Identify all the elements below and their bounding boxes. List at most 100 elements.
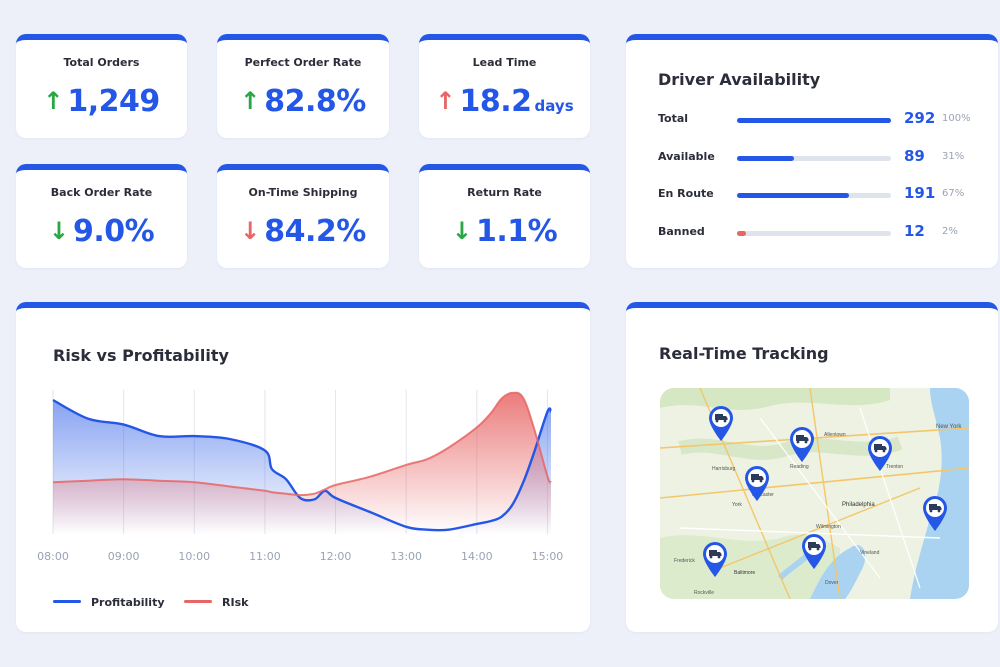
series-line-risk[interactable] [52,391,552,497]
x-tick-label: 14:00 [461,550,493,563]
kpi-card-total-orders: Total Orders ↑ 1,249 [16,34,187,138]
driver-row-value: 89 [904,147,925,165]
map-label: Reading [790,464,809,470]
tracking-map[interactable]: Allentown New York Harrisburg Reading Tr… [660,388,969,599]
risk-profitability-chart: 08:00 09:00 10:00 11:00 12:00 13:00 14:00 15:00 [37,390,564,563]
driver-progress-track [737,231,891,236]
driver-progress-fill [737,193,850,198]
map-label: Trenton [886,464,903,470]
arrow-up-icon: ↑ [435,87,456,115]
x-tick-label: 15:00 [532,550,564,563]
kpi-value-row: ↑ 18.2 days [419,84,590,119]
kpi-value-row: ↑ 82.8% [217,84,389,119]
arrow-down-icon: ↓ [240,217,261,245]
kpi-title: Return Rate [467,186,542,199]
legend-swatch-risk [184,600,212,603]
kpi-value-row: ↓ 84.2% [217,214,389,249]
truck-pin-icon[interactable] [866,434,894,472]
kpi-card-lead-time: Lead Time ↑ 18.2 days [419,34,590,138]
legend-swatch-profitability [53,600,81,603]
map-label: Vineland [860,550,880,556]
map-label: Frederick [674,558,695,564]
driver-availability-title: Driver Availability [658,70,821,89]
map-label: Lancaster [752,492,774,498]
driver-row-value: 12 [904,222,925,240]
truck-pin-icon[interactable] [707,404,735,442]
tracking-card: Real-Time Tracking Allentown New York Ha… [626,302,998,632]
series-line-profitability[interactable] [52,399,553,532]
kpi-card-on-time-shipping: On-Time Shipping ↓ 84.2% [217,164,389,268]
map-label: Allentown [824,432,846,438]
kpi-title: On-Time Shipping [248,186,358,199]
driver-availability-card: Driver Availability Total 292 100% Avail… [626,34,998,268]
kpi-value: 1,249 [67,84,160,119]
kpi-value-row: ↓ 1.1% [419,214,590,249]
x-tick-label: 09:00 [108,550,140,563]
x-tick-label: 08:00 [37,550,69,563]
arrow-down-icon: ↓ [48,217,69,245]
kpi-card-perfect-order-rate: Perfect Order Rate ↑ 82.8% [217,34,389,138]
kpi-title: Total Orders [63,56,140,69]
driver-row-label: Total [658,112,689,125]
map-label: Harrisburg [712,466,736,472]
truck-pin-icon[interactable] [701,540,729,578]
driver-progress-fill [737,118,891,123]
driver-progress-fill [737,231,747,236]
driver-row-en-route: En Route 191 67% [658,184,974,205]
kpi-unit: days [534,97,574,115]
driver-row-percent: 100% [942,113,971,124]
driver-progress-track [737,193,891,198]
kpi-value: 84.2% [264,214,366,249]
map-label: New York [936,424,962,430]
driver-row-value: 292 [904,109,936,127]
driver-row-percent: 31% [942,151,965,162]
arrow-up-icon: ↑ [240,87,261,115]
kpi-value: 9.0% [72,214,155,249]
x-tick-label: 13:00 [390,550,422,563]
kpi-title: Perfect Order Rate [244,56,362,69]
map-label: Rockville [694,590,714,596]
tracking-title: Real-Time Tracking [659,344,829,363]
driver-row-banned: Banned 12 2% [658,222,974,243]
x-tick-label: 12:00 [320,550,352,563]
legend-profitability[interactable]: Profitability [53,596,165,609]
driver-row-label: Available [658,150,715,163]
map-label: Wilmington [816,524,841,530]
driver-row-value: 191 [904,184,936,202]
map-label: York [732,502,742,508]
kpi-card-return-rate: Return Rate ↓ 1.1% [419,164,590,268]
kpi-value: 82.8% [264,84,366,119]
driver-row-total: Total 292 100% [658,109,974,130]
kpi-title: Back Order Rate [50,186,153,199]
arrow-down-icon: ↓ [451,217,472,245]
kpi-value: 18.2 [459,84,532,119]
truck-pin-icon[interactable] [800,532,828,570]
kpi-value-row: ↑ 1,249 [16,84,187,119]
truck-pin-icon[interactable] [743,464,771,502]
kpi-value-row: ↓ 9.0% [16,214,187,249]
truck-pin-icon[interactable] [788,425,816,463]
driver-progress-fill [737,156,794,161]
kpi-card-back-order-rate: Back Order Rate ↓ 9.0% [16,164,187,268]
legend-label: RIsk [222,596,249,609]
kpi-value: 1.1% [475,214,558,249]
legend-label: Profitability [91,596,165,609]
driver-row-percent: 67% [942,188,965,199]
map-label: Dover [825,580,839,586]
driver-progress-track [737,156,891,161]
kpi-title: Lead Time [472,56,537,69]
map-label: Philadelphia [842,502,875,508]
truck-pin-icon[interactable] [921,494,949,532]
x-tick-label: 10:00 [178,550,210,563]
risk-chart-title: Risk vs Profitability [53,346,229,365]
map-label: Baltimore [734,570,755,576]
driver-row-label: Banned [658,225,705,238]
driver-progress-track [737,118,891,123]
driver-row-label: En Route [658,187,714,200]
legend-risk[interactable]: RIsk [184,596,248,609]
risk-chart-card: Risk vs Profitability 08:00 09:00 10:00 11:… [16,302,590,632]
series-area-risk [53,392,551,534]
driver-row-available: Available 89 31% [658,147,974,168]
driver-row-percent: 2% [942,226,958,237]
arrow-up-icon: ↑ [43,87,64,115]
